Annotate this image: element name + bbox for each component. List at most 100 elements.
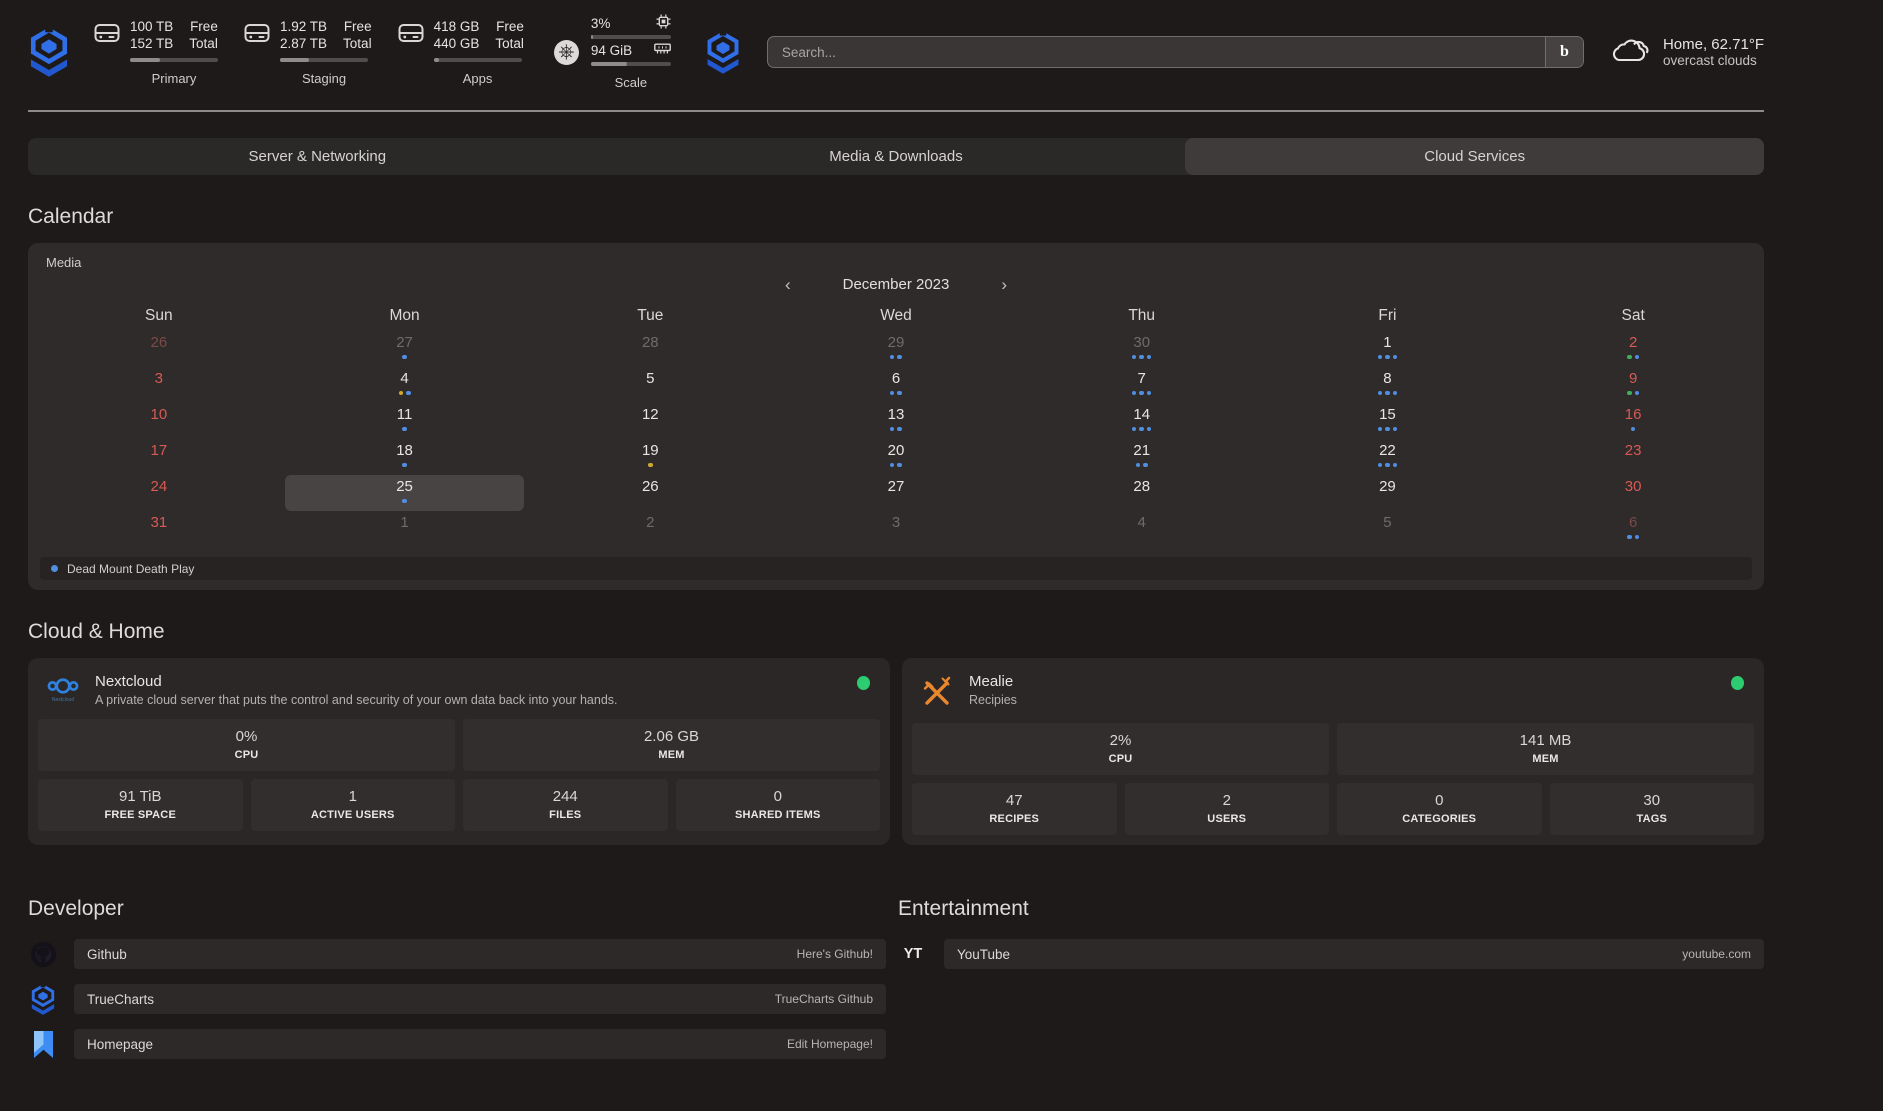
calendar-day[interactable]: 29: [1265, 475, 1511, 511]
blue-event-dot: [1132, 391, 1137, 396]
calendar-day[interactable]: 5: [527, 367, 773, 403]
bookmark-link[interactable]: TrueCharts TrueCharts Github: [74, 984, 886, 1014]
calendar-day[interactable]: 19: [527, 439, 773, 475]
calendar-day[interactable]: 21: [1019, 439, 1265, 475]
calendar-day[interactable]: 18: [282, 439, 528, 475]
service-link[interactable]: Nextcloud Nextcloud A private cloud serv…: [38, 668, 880, 719]
calendar-day[interactable]: 2: [527, 511, 773, 547]
day-number: 3: [892, 514, 900, 532]
calendar-day[interactable]: 24: [36, 475, 282, 511]
tab-media-downloads[interactable]: Media & Downloads: [607, 138, 1186, 175]
drive-icon: [244, 22, 270, 49]
truecharts-icon: [28, 984, 58, 1015]
event-dots: [1132, 354, 1152, 360]
calendar-day[interactable]: 4: [282, 367, 528, 403]
day-number: 26: [151, 334, 168, 352]
calendar-day[interactable]: 3: [36, 367, 282, 403]
day-number: 30: [1133, 334, 1150, 352]
bookmark-link[interactable]: Homepage Edit Homepage!: [74, 1029, 886, 1059]
blue-event-dot: [1378, 463, 1383, 468]
calendar-day-selected[interactable]: 25: [282, 475, 528, 511]
blue-event-dot: [1385, 427, 1390, 432]
day-number: 3: [155, 370, 163, 388]
calendar-day[interactable]: 9: [1510, 367, 1756, 403]
calendar-day[interactable]: 27: [282, 331, 528, 367]
calendar-day[interactable]: 22: [1265, 439, 1511, 475]
calendar-day[interactable]: 26: [36, 331, 282, 367]
calendar-day[interactable]: 28: [1019, 475, 1265, 511]
day-number: 6: [1629, 514, 1637, 532]
stat-value: 2%: [912, 732, 1329, 749]
tab-server-networking[interactable]: Server & Networking: [28, 138, 607, 175]
calendar-day[interactable]: 29: [773, 331, 1019, 367]
weather-condition: overcast clouds: [1663, 53, 1764, 68]
service-card-mealie: Mealie Recipies 2%CPU141 MBMEM 47RECIPES…: [902, 658, 1764, 845]
stat-value: 141 MB: [1337, 732, 1754, 749]
prev-month-button[interactable]: ‹: [779, 274, 797, 295]
calendar-day[interactable]: 6: [1510, 511, 1756, 547]
calendar-day[interactable]: 2: [1510, 331, 1756, 367]
calendar-event[interactable]: Dead Mount Death Play: [40, 557, 1752, 580]
free-label: Free: [343, 18, 372, 35]
yellow-event-dot: [399, 391, 404, 396]
day-header-sat: Sat: [1510, 307, 1756, 325]
free-label: Free: [189, 18, 218, 35]
event-dots: [1378, 390, 1398, 396]
bookmark-link[interactable]: Github Here's Github!: [74, 939, 886, 969]
calendar-day[interactable]: 1: [282, 511, 528, 547]
day-number: 19: [642, 442, 659, 460]
calendar-day[interactable]: 27: [773, 475, 1019, 511]
search-provider-button[interactable]: b: [1545, 37, 1583, 67]
stat-recipes: 47RECIPES: [912, 783, 1117, 835]
event-dots: [402, 354, 407, 360]
calendar-day[interactable]: 6: [773, 367, 1019, 403]
calendar-day[interactable]: 20: [773, 439, 1019, 475]
tab-bar: Server & NetworkingMedia & DownloadsClou…: [28, 138, 1764, 175]
day-number: 12: [642, 406, 659, 424]
calendar-day[interactable]: 7: [1019, 367, 1265, 403]
event-dots: [1627, 534, 1639, 540]
blue-event-dot: [1147, 427, 1152, 432]
calendar-day[interactable]: 23: [1510, 439, 1756, 475]
header-divider: [28, 110, 1764, 112]
calendar-day[interactable]: 11: [282, 403, 528, 439]
event-dots: [402, 498, 407, 504]
total-label: Total: [189, 35, 218, 52]
next-month-button[interactable]: ›: [995, 274, 1013, 295]
event-dots: [1132, 390, 1152, 396]
calendar-day[interactable]: 5: [1265, 511, 1511, 547]
calendar-day[interactable]: 16: [1510, 403, 1756, 439]
stat-value: 244: [463, 788, 668, 805]
month-navigation: ‹ December 2023 ›: [36, 274, 1756, 295]
search-input[interactable]: [768, 37, 1545, 67]
calendar-day[interactable]: 4: [1019, 511, 1265, 547]
calendar-day[interactable]: 10: [36, 403, 282, 439]
calendar-day[interactable]: 14: [1019, 403, 1265, 439]
calendar-day[interactable]: 12: [527, 403, 773, 439]
day-number: 30: [1625, 478, 1642, 496]
calendar-day[interactable]: 30: [1019, 331, 1265, 367]
calendar-day[interactable]: 17: [36, 439, 282, 475]
tab-cloud-services[interactable]: Cloud Services: [1185, 138, 1764, 175]
event-dots: [890, 462, 902, 468]
calendar-day[interactable]: 8: [1265, 367, 1511, 403]
service-cards: Nextcloud Nextcloud A private cloud serv…: [28, 658, 1764, 845]
calendar-day[interactable]: 31: [36, 511, 282, 547]
calendar-day[interactable]: 13: [773, 403, 1019, 439]
bookmark-link[interactable]: YouTube youtube.com: [944, 939, 1764, 969]
day-header-mon: Mon: [282, 307, 528, 325]
day-number: 1: [1383, 334, 1391, 352]
calendar-day[interactable]: 15: [1265, 403, 1511, 439]
calendar-day[interactable]: 28: [527, 331, 773, 367]
calendar-day[interactable]: 30: [1510, 475, 1756, 511]
calendar-day[interactable]: 3: [773, 511, 1019, 547]
stat-categories: 0CATEGORIES: [1337, 783, 1542, 835]
homepage-icon: [28, 1030, 58, 1059]
stat-label: FILES: [463, 809, 668, 821]
blue-event-dot: [1385, 463, 1390, 468]
scale-widget: ⎈ 3% 94 GiB Scale: [554, 15, 671, 90]
bookmark-description: youtube.com: [1682, 947, 1751, 961]
calendar-day[interactable]: 1: [1265, 331, 1511, 367]
service-link[interactable]: Mealie Recipies: [912, 668, 1754, 723]
calendar-day[interactable]: 26: [527, 475, 773, 511]
